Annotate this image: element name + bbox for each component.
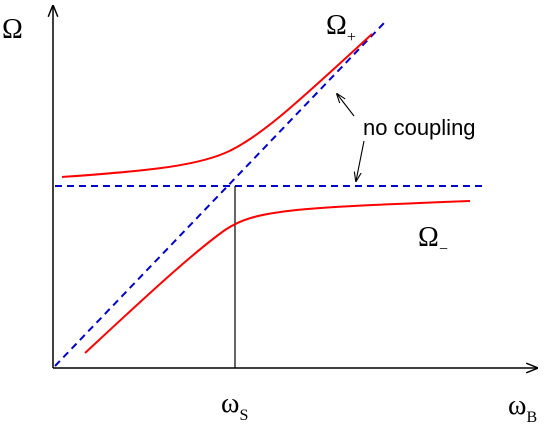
lower-branch-label: Ω− (418, 222, 448, 258)
annotation-arrow-to-diagonal (337, 94, 355, 117)
omega-s-label: ωS (221, 388, 248, 424)
lower-branch-curve (84, 200, 471, 354)
upper-branch-label: Ω+ (326, 10, 356, 46)
annotation-arrow-to-horizontal (356, 140, 365, 181)
upper-branch-curve (61, 33, 373, 178)
uncoupled-diagonal-line (54, 21, 386, 367)
x-axis-label: ωB (508, 390, 537, 426)
y-axis-label: Ω (2, 14, 23, 45)
no-coupling-label: no coupling (363, 115, 476, 140)
